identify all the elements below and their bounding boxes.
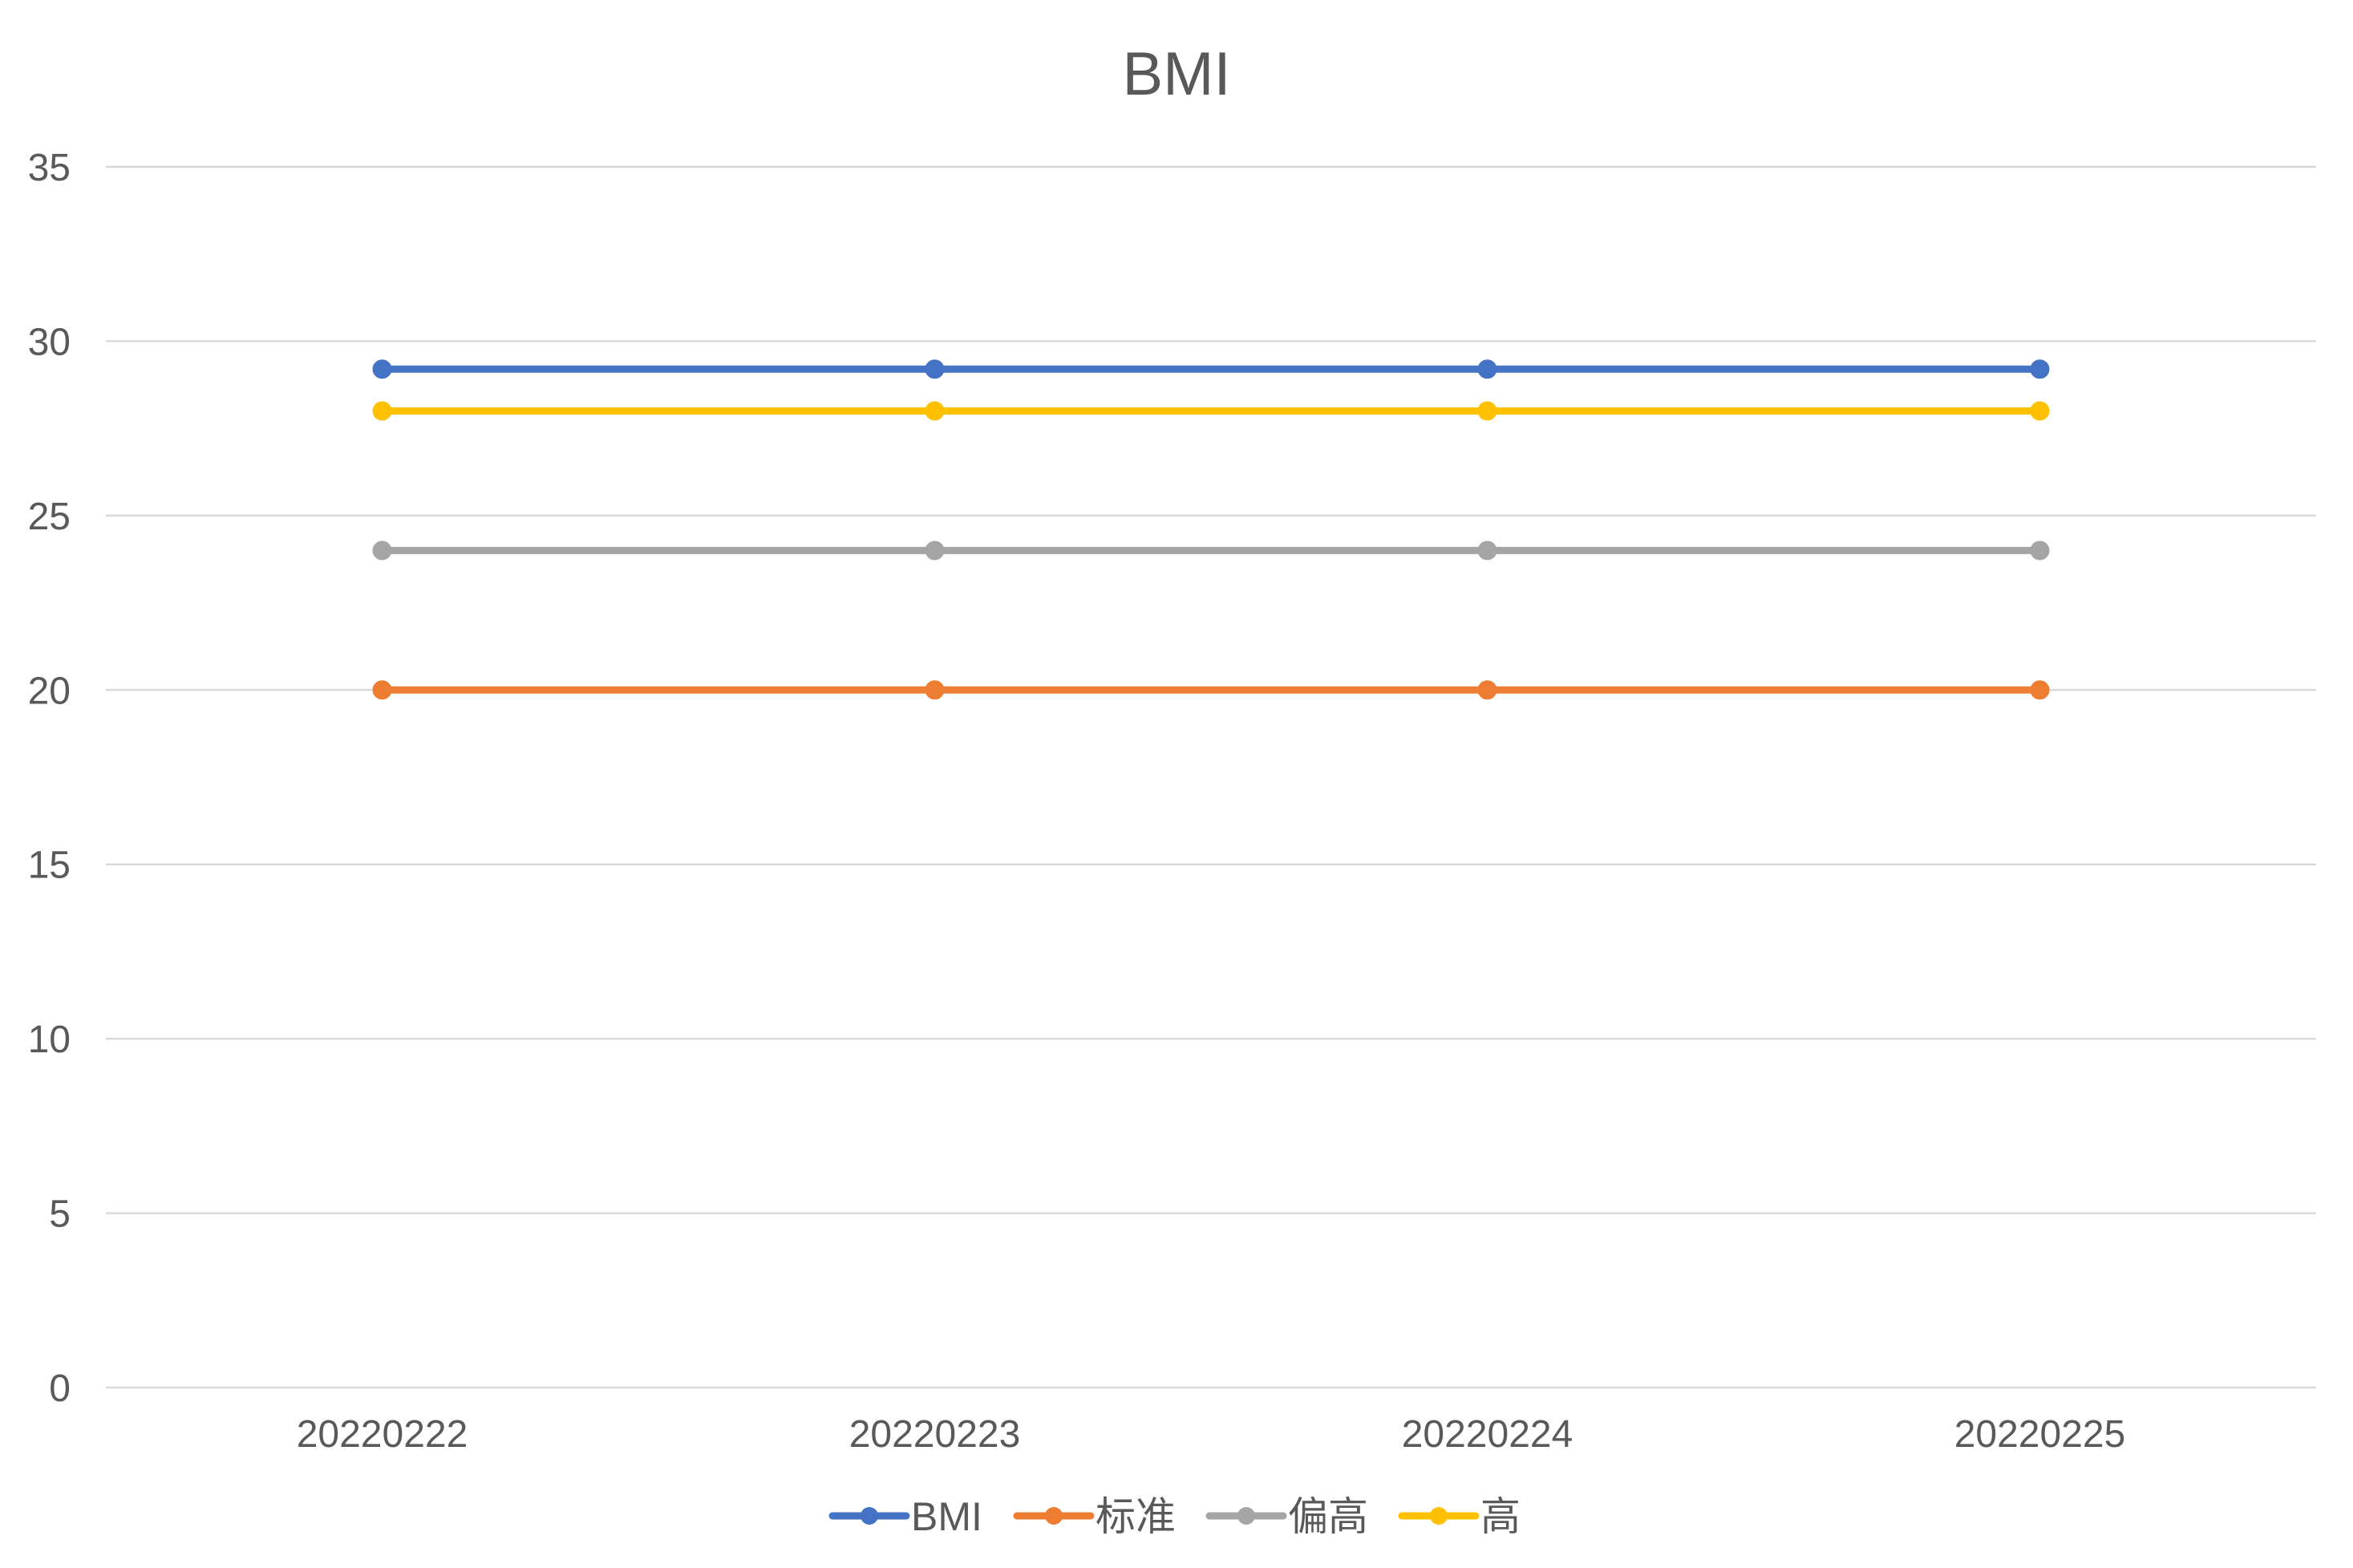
- series-BMI: [372, 359, 2050, 379]
- legend: BMI 标准 偏高 高: [828, 1494, 1521, 1539]
- data-point: [2030, 680, 2050, 700]
- legend-swatch-marker: [1237, 1507, 1255, 1525]
- legend-label: 偏高: [1288, 1494, 1368, 1539]
- y-axis-tick-labels: 0 5 10 15 20 25 30 35: [28, 147, 71, 1410]
- legend-swatch-marker: [1045, 1507, 1063, 1525]
- legend-label: 标准: [1096, 1494, 1176, 1539]
- data-point: [1477, 541, 1497, 561]
- x-tick-label: 20220223: [849, 1413, 1021, 1456]
- data-point: [372, 541, 392, 561]
- x-tick-label: 20220224: [1402, 1413, 1573, 1456]
- data-point: [1477, 359, 1497, 379]
- data-point: [2030, 401, 2050, 421]
- y-tick-label: 25: [28, 496, 71, 538]
- x-tick-label: 20220222: [297, 1413, 468, 1456]
- legend-item-偏高: 偏高: [1205, 1494, 1368, 1539]
- data-point: [2030, 359, 2050, 379]
- legend-swatch-marker: [861, 1507, 878, 1525]
- legend-swatch-marker: [1430, 1507, 1448, 1525]
- y-tick-label: 0: [49, 1367, 71, 1410]
- data-point: [2030, 541, 2050, 561]
- legend-item-BMI: BMI: [828, 1494, 982, 1539]
- legend-item-高: 高: [1398, 1494, 1521, 1539]
- data-point: [925, 541, 945, 561]
- y-tick-label: 20: [28, 670, 71, 712]
- y-tick-label: 35: [28, 147, 71, 189]
- y-tick-label: 15: [28, 845, 71, 887]
- chart-title: BMI: [1122, 40, 1230, 108]
- data-point: [1477, 401, 1497, 421]
- data-point: [925, 401, 945, 421]
- series-高: [372, 401, 2050, 421]
- data-point: [372, 359, 392, 379]
- x-tick-label: 20220225: [1954, 1413, 2126, 1456]
- series-标准: [372, 680, 2050, 700]
- gridlines: [106, 165, 2316, 1389]
- legend-label: 高: [1480, 1494, 1521, 1539]
- series-偏高: [372, 541, 2050, 561]
- y-tick-label: 30: [28, 321, 71, 363]
- y-tick-label: 5: [49, 1193, 71, 1236]
- data-point: [1477, 680, 1497, 700]
- series-lines: [372, 359, 2050, 700]
- legend-label: BMI: [911, 1494, 982, 1539]
- data-point: [925, 359, 945, 379]
- y-tick-label: 10: [28, 1019, 71, 1061]
- data-point: [372, 680, 392, 700]
- data-point: [372, 401, 392, 421]
- x-axis-tick-labels: 20220222 20220223 20220224 20220225: [297, 1413, 2126, 1456]
- legend-item-标准: 标准: [1013, 1494, 1176, 1539]
- data-point: [925, 680, 945, 700]
